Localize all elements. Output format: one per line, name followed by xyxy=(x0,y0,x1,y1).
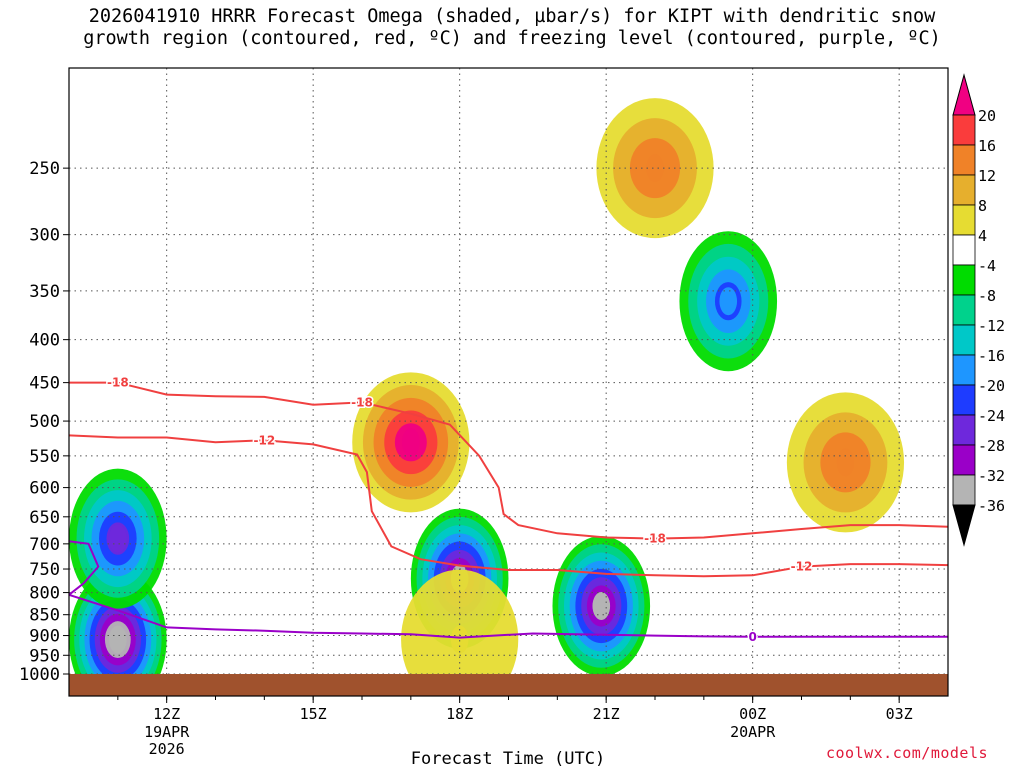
colorbar-label: -4 xyxy=(978,257,996,275)
colorbar-swatch xyxy=(952,144,976,176)
contour-label: -18 xyxy=(644,532,666,546)
colorbar-upper-arrow xyxy=(952,73,976,116)
colorbar-swatch xyxy=(952,384,976,416)
x-tick-label: 21Z xyxy=(593,705,620,723)
colorbar-label: 8 xyxy=(978,197,987,215)
y-tick-label: 250 xyxy=(29,159,60,179)
x-tick-sublabel: 2026 xyxy=(149,740,185,758)
y-tick-label: 750 xyxy=(29,560,60,580)
y-tick-label: 1000 xyxy=(19,665,60,685)
omega-core xyxy=(592,592,611,621)
omega-feature xyxy=(401,569,519,674)
contour-label: 0 xyxy=(748,630,756,644)
y-tick-label: 850 xyxy=(29,606,60,626)
x-tick-label: 18Z xyxy=(446,705,473,723)
colorbar-lower-arrow xyxy=(952,504,976,547)
colorbar-swatch xyxy=(952,174,976,206)
colorbar-swatch xyxy=(952,294,976,326)
chart-title-line-2: growth region (contoured, red, ºC) and f… xyxy=(83,28,941,49)
colorbar-label: -36 xyxy=(978,497,1005,515)
dendritic-contour xyxy=(69,434,948,578)
y-tick-label: 550 xyxy=(29,447,60,467)
omega-shaded-field xyxy=(69,98,905,674)
omega-core xyxy=(109,625,127,654)
contour-label: -18 xyxy=(351,395,373,409)
omega-feature xyxy=(596,98,714,239)
contour-label: -12 xyxy=(791,560,813,574)
y-tick-label: 400 xyxy=(29,331,60,351)
colorbar-swatch xyxy=(952,234,976,266)
omega-core xyxy=(402,428,420,457)
x-tick-sublabel: 20APR xyxy=(730,723,776,741)
y-tick-label: 300 xyxy=(29,226,60,246)
chart-title-line-1: 2026041910 HRRR Forecast Omega (shaded, … xyxy=(88,6,936,27)
y-tick-label: 900 xyxy=(29,627,60,647)
colorbar-label: 12 xyxy=(978,167,996,185)
dendritic-contour xyxy=(69,381,948,540)
colorbar-label: 4 xyxy=(978,227,987,245)
x-tick-label: 03Z xyxy=(886,705,913,723)
colorbar-swatch xyxy=(952,264,976,296)
colorbar-label: -12 xyxy=(978,317,1005,335)
omega-core xyxy=(646,154,664,183)
plot-grid xyxy=(69,68,948,675)
colorbar-label: 16 xyxy=(978,137,996,155)
colorbar-label: -16 xyxy=(978,347,1005,365)
colorbar-swatch xyxy=(952,114,976,146)
colorbar-swatch xyxy=(952,204,976,236)
omega-band xyxy=(401,569,519,674)
x-tick-label: 00Z xyxy=(739,705,766,723)
omega-core xyxy=(719,287,738,316)
colorbar-swatch xyxy=(952,444,976,476)
y-tick-label: 500 xyxy=(29,412,60,432)
colorbar-label: -24 xyxy=(978,407,1005,425)
omega-core xyxy=(450,625,469,654)
y-tick-label: 950 xyxy=(29,646,60,666)
terrain-ground-band xyxy=(69,674,948,696)
freezing-level-contour xyxy=(69,540,948,639)
omega-colorbar: 20 16 12 8 4 -4 -8 -12 -16 -20 -24 -28 -32 -36 xyxy=(952,73,1005,547)
colorbar-label: -28 xyxy=(978,437,1005,455)
colorbar-label: -20 xyxy=(978,377,1005,395)
y-tick-label: 600 xyxy=(29,479,60,499)
x-axis-title: Forecast Time (UTC) xyxy=(411,749,605,768)
x-tick-label: 12Z xyxy=(153,705,180,723)
colorbar-swatch xyxy=(952,324,976,356)
y-tick-label: 350 xyxy=(29,282,60,302)
omega-feature xyxy=(552,536,651,674)
omega-feature xyxy=(69,468,167,609)
x-tick-sublabel: 19APR xyxy=(144,723,190,741)
contour-label: -18 xyxy=(107,376,129,390)
y-tick-label: 450 xyxy=(29,374,60,394)
colorbar-swatch xyxy=(952,354,976,386)
site-credit: coolwx.com/models xyxy=(826,744,989,762)
contour-label: -12 xyxy=(253,433,275,447)
colorbar-swatch xyxy=(952,414,976,446)
colorbar-label: 20 xyxy=(978,107,996,125)
y-tick-label: 800 xyxy=(29,584,60,604)
omega-feature xyxy=(679,231,778,372)
omega-core xyxy=(109,524,127,553)
y-axis-pressure: 2503003504004505005506006507007508008509… xyxy=(19,159,69,685)
colorbar-label: -32 xyxy=(978,467,1005,485)
temperature-contours: -18 -18 -18 -12 -12 0 xyxy=(69,374,948,645)
colorbar-label: -8 xyxy=(978,287,996,305)
chart-title: 2026041910 HRRR Forecast Omega (shaded, … xyxy=(0,6,1024,50)
y-tick-label: 700 xyxy=(29,535,60,555)
omega-core xyxy=(836,448,855,477)
colorbar-swatch xyxy=(952,474,976,506)
y-tick-label: 650 xyxy=(29,508,60,528)
x-tick-label: 15Z xyxy=(300,705,327,723)
omega-feature xyxy=(786,392,905,533)
